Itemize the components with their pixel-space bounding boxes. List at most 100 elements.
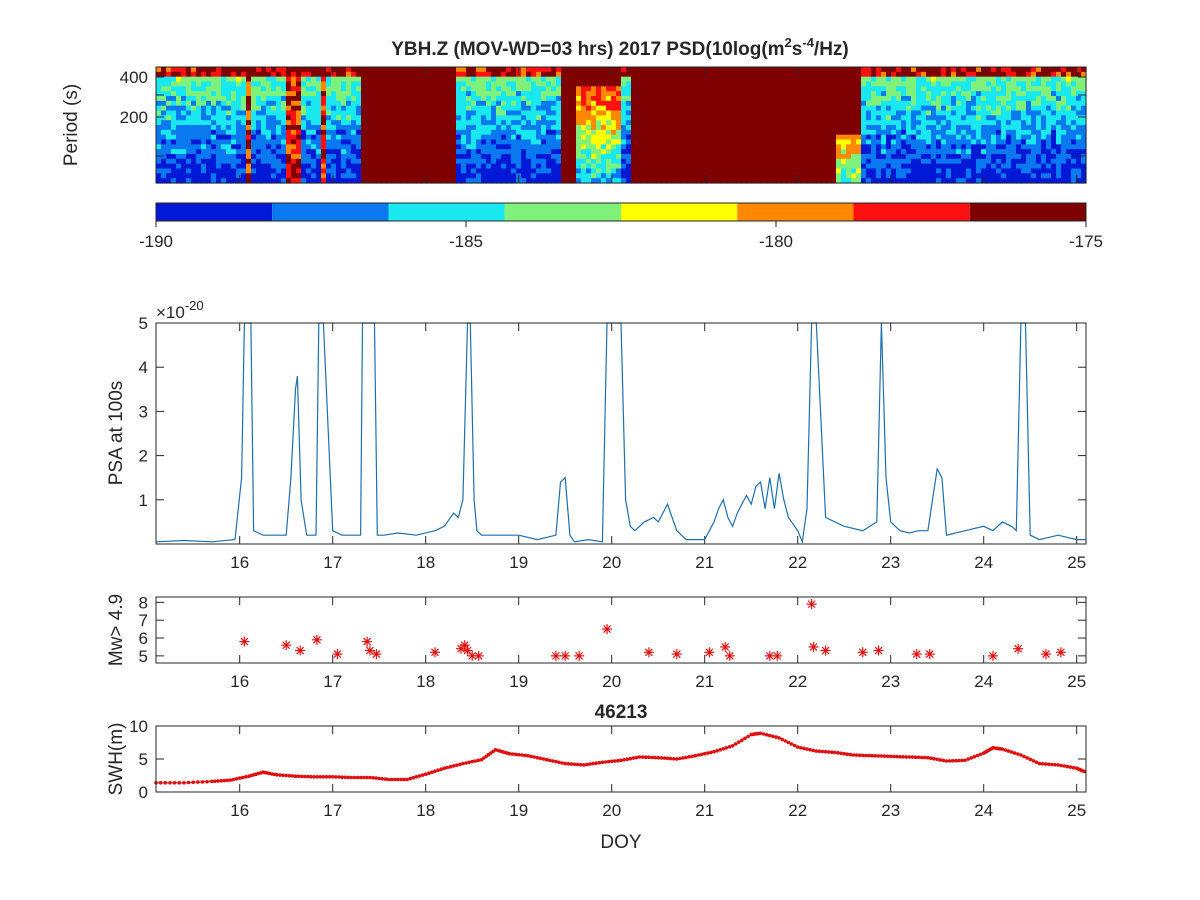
heatmap-cell (396, 71, 402, 78)
heatmap-cell (236, 105, 242, 112)
heatmap-cell (551, 163, 557, 170)
heatmap-cell (456, 139, 462, 145)
heatmap-cell (1016, 178, 1022, 184)
heatmap-cell (356, 100, 362, 107)
heatmap-cell (776, 168, 782, 174)
heatmap-cell (446, 76, 452, 83)
heatmap-cell (466, 91, 472, 97)
heatmap-cell (221, 81, 227, 87)
heatmap-cell (161, 71, 167, 78)
heatmap-cell (711, 139, 717, 145)
heatmap-cell (341, 100, 347, 107)
heatmap-cell (931, 125, 937, 131)
heatmap-cell (626, 154, 632, 160)
heatmap-cell (331, 168, 337, 174)
heatmap-cell (766, 173, 772, 179)
heatmap-cell (771, 178, 777, 184)
heatmap-cell (221, 76, 227, 83)
heatmap-cell (1046, 76, 1052, 83)
heatmap-cell (661, 96, 667, 102)
heatmap-cell (856, 144, 862, 150)
heatmap-cell (1066, 168, 1072, 174)
heatmap-cell (496, 110, 502, 116)
heatmap-cell (896, 115, 902, 121)
heatmap-cell (811, 178, 817, 184)
heatmap-cell (1016, 149, 1022, 155)
heatmap-cell (1066, 105, 1072, 112)
heatmap-cell (766, 115, 772, 121)
heatmap-cell (296, 158, 302, 165)
heatmap-cell (576, 178, 582, 184)
heatmap-cell (661, 158, 667, 165)
heatmap-cell (321, 86, 327, 92)
heatmap-cell (206, 96, 212, 102)
heatmap-cell (811, 110, 817, 116)
heatmap-cell (821, 125, 827, 131)
heatmap-cell (916, 91, 922, 97)
heatmap-cell (401, 129, 407, 136)
heatmap-cell (836, 125, 842, 131)
heatmap-cell (281, 110, 287, 116)
heatmap-cell (476, 154, 482, 160)
heatmap-cell (446, 67, 452, 73)
heatmap-cell (501, 134, 507, 141)
heatmap-cell (246, 139, 252, 145)
heatmap-cell (401, 134, 407, 141)
heatmap-cell (981, 110, 987, 116)
heatmap-cell (511, 67, 517, 73)
heatmap-cell (371, 178, 377, 184)
heatmap-cell (631, 91, 637, 97)
swh-point (386, 777, 391, 782)
heatmap-cell (346, 76, 352, 83)
heatmap-cell (446, 149, 452, 155)
heatmap-cell (1046, 149, 1052, 155)
heatmap-cell (921, 125, 927, 131)
swh-point (913, 755, 918, 759)
heatmap-cell (1046, 91, 1052, 97)
heatmap-cell (241, 163, 247, 170)
heatmap-cell (161, 129, 167, 136)
heatmap-cell (901, 134, 907, 141)
heatmap-cell (951, 100, 957, 107)
heatmap-cell (996, 86, 1002, 92)
heatmap-cell (836, 168, 842, 174)
heatmap-cell (611, 100, 617, 107)
heatmap-cell (276, 120, 282, 126)
heatmap-cell (376, 110, 382, 116)
heatmap-cell (441, 91, 447, 97)
heatmap-cell (841, 129, 847, 136)
heatmap-cell (966, 173, 972, 179)
heatmap-cell (591, 91, 597, 97)
heatmap-cell (861, 110, 867, 116)
swh-point (662, 756, 667, 760)
heatmap-cell (411, 173, 417, 179)
heatmap-cell (546, 173, 552, 179)
heatmap-cell (1026, 129, 1032, 136)
heatmap-cell (546, 154, 552, 160)
heatmap-cell (1006, 96, 1012, 102)
heatmap-cell (256, 76, 262, 83)
heatmap-cell (326, 71, 332, 78)
heatmap-cell (526, 154, 532, 160)
heatmap-cell (931, 96, 937, 102)
heatmap-cell (196, 86, 202, 92)
heatmap-cell (256, 81, 262, 87)
heatmap-cell (631, 139, 637, 145)
heatmap-cell (711, 76, 717, 83)
heatmap-cell (816, 86, 822, 92)
heatmap-cell (636, 105, 642, 112)
heatmap-cell (421, 115, 427, 121)
swh-point (774, 735, 778, 739)
heatmap-cell (811, 134, 817, 141)
heatmap-cell (256, 144, 262, 150)
heatmap-cell (881, 67, 887, 73)
heatmap-cell (1076, 134, 1082, 141)
heatmap-cell (616, 129, 622, 136)
heatmap-cell (986, 96, 992, 102)
heatmap-cell (591, 96, 597, 102)
heatmap-cell (181, 168, 187, 174)
heatmap-cell (216, 129, 222, 136)
swh-point (609, 759, 614, 764)
heatmap-cell (331, 154, 337, 160)
heatmap-cell (291, 149, 297, 155)
